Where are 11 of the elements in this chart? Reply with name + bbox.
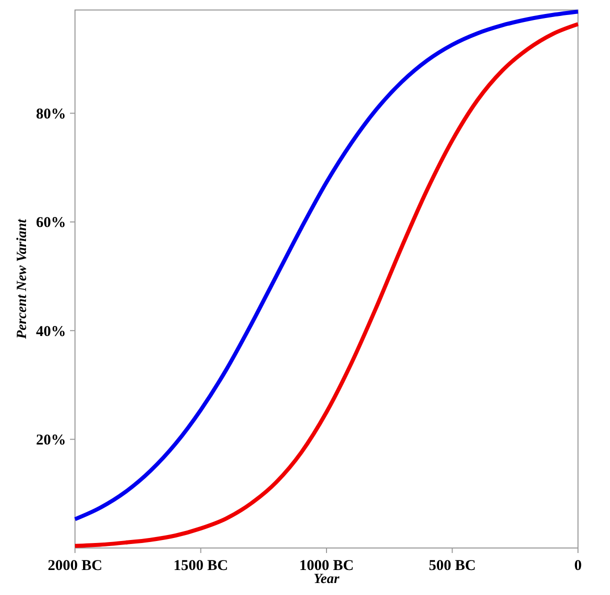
x-tick-label: 0	[574, 558, 582, 574]
y-axis-title: Percent New Variant	[15, 218, 30, 339]
y-tick-label: 40%	[36, 324, 66, 340]
x-tick-label: 1500 BC	[173, 558, 228, 574]
x-tick-label: 1000 BC	[299, 558, 354, 574]
y-tick-label: 20%	[36, 432, 66, 449]
y-tick-label: 80%	[36, 106, 66, 123]
y-tick-label: 60%	[36, 215, 66, 232]
x-tick-label: 2000 BC	[48, 558, 102, 574]
x-axis-title: Year	[314, 572, 340, 587]
x-tick-label: 500 BC	[428, 558, 476, 574]
